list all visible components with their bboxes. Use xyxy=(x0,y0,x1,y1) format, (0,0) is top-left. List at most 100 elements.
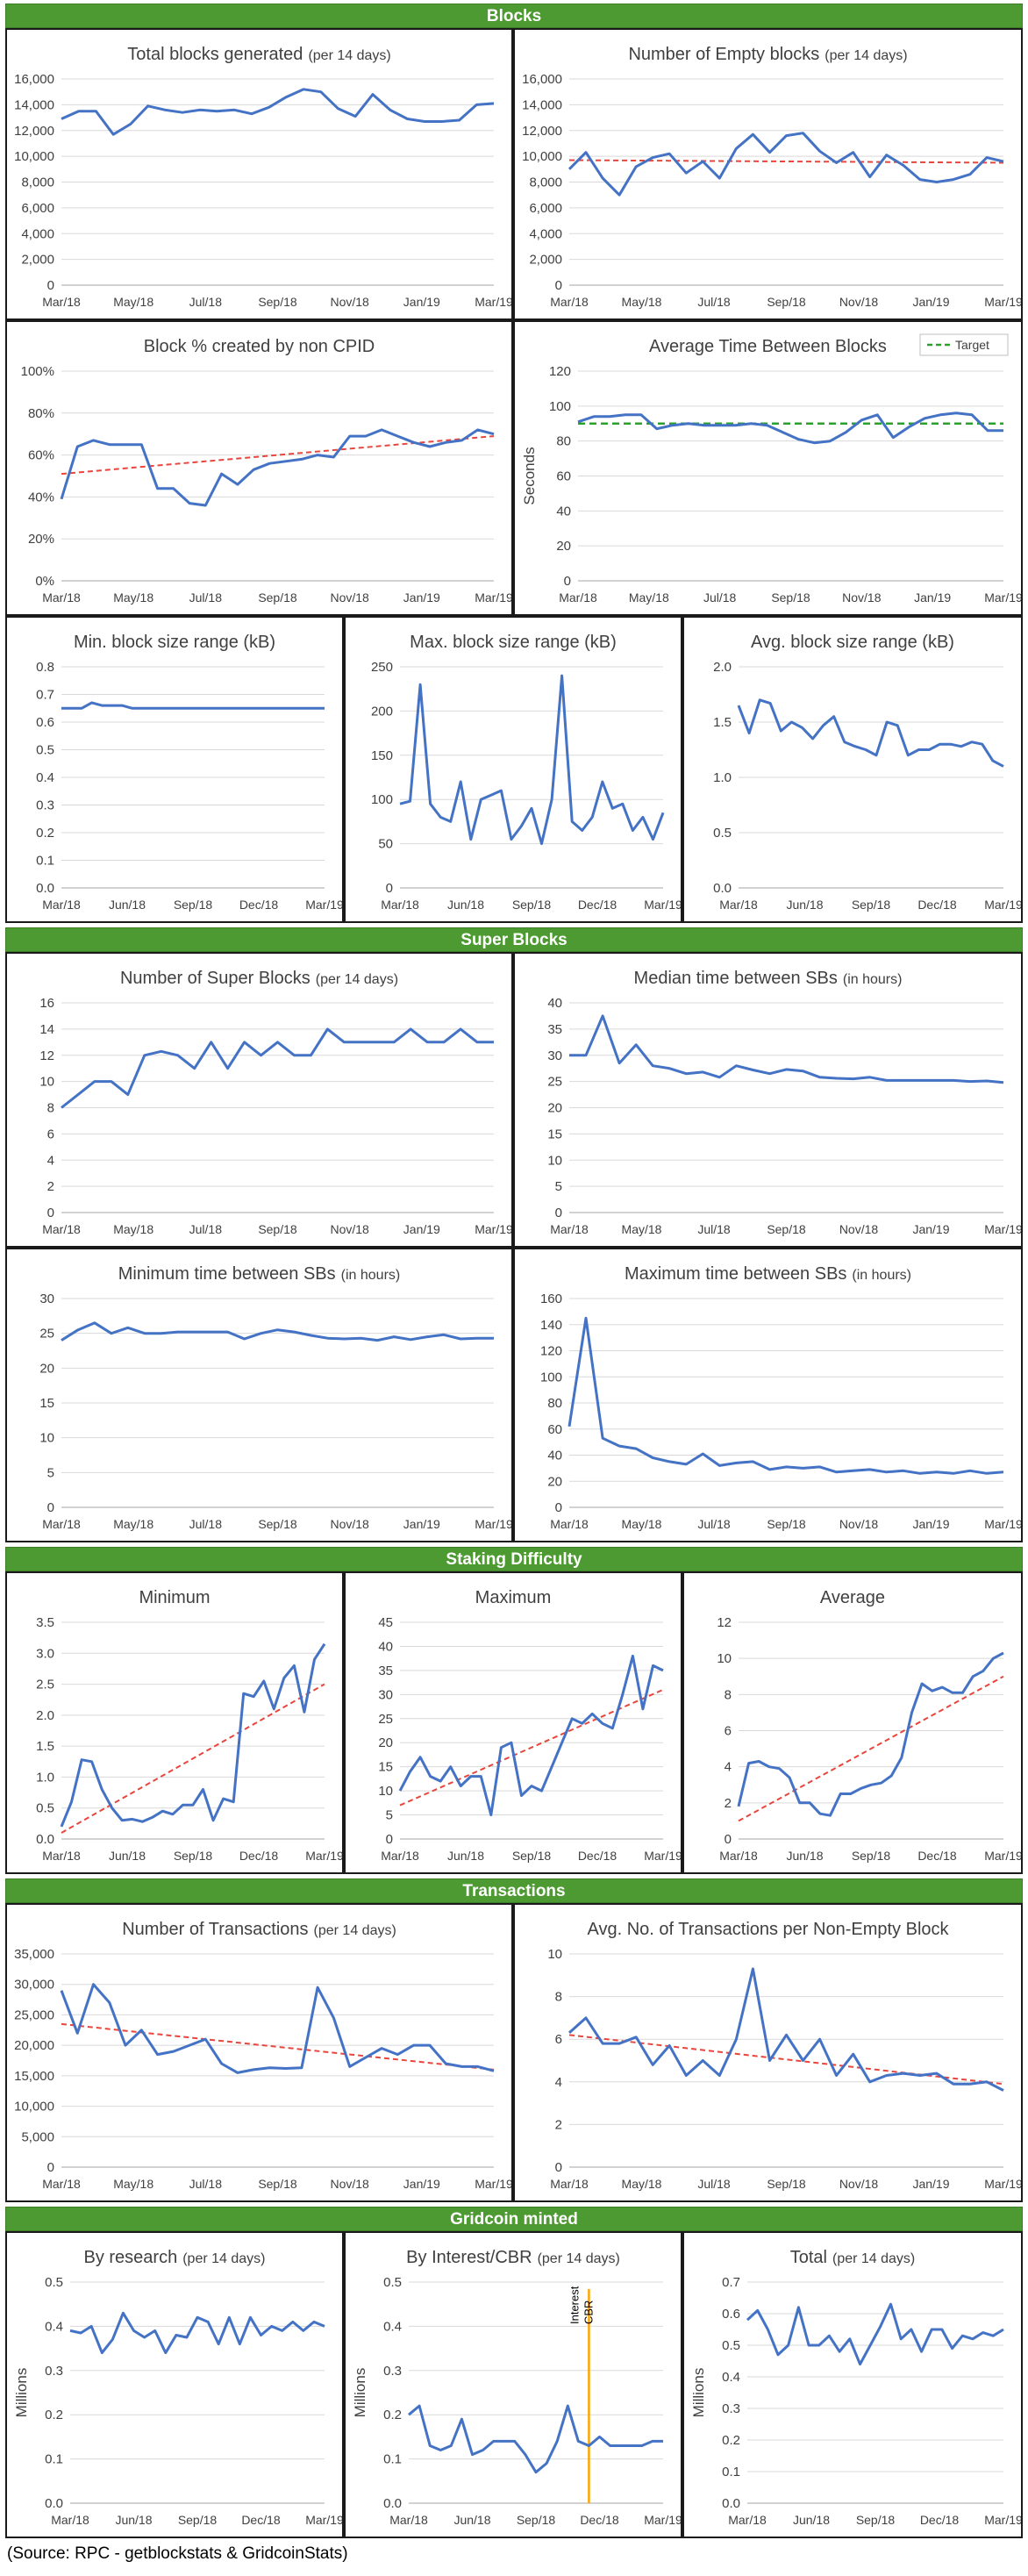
y-tick-label: 40 xyxy=(547,996,562,1011)
y-tick-label: 20 xyxy=(556,539,571,554)
chart-title: Maximum time between SBs (in hours) xyxy=(625,1264,911,1284)
chart-title: Minimum xyxy=(139,1588,210,1607)
trend-line xyxy=(61,1683,325,1834)
chart-subtitle: (per 14 days) xyxy=(314,1923,396,1938)
y-tick-label: 0.1 xyxy=(36,854,54,869)
y-tick-label: 0.4 xyxy=(36,770,54,785)
x-tick-label: Nov/18 xyxy=(842,590,882,605)
y-tick-label: 35,000 xyxy=(14,1947,54,1962)
y-tick-label: 12,000 xyxy=(522,124,562,139)
x-tick-label: Nov/18 xyxy=(839,295,879,309)
x-tick-label: Dec/18 xyxy=(917,898,957,912)
y-tick-label: 0 xyxy=(386,1832,393,1847)
chart-subtitle: (per 14 days) xyxy=(316,972,398,987)
chart-title: By research (per 14 days) xyxy=(84,2248,266,2267)
y-tick-label: 0.7 xyxy=(722,2275,740,2290)
x-tick-label: Sep/18 xyxy=(517,2513,556,2527)
y-tick-label: 0.1 xyxy=(45,2452,63,2467)
x-tick-label: Mar/18 xyxy=(42,898,81,912)
x-tick-label: Sep/18 xyxy=(178,2513,218,2527)
y-tick-label: 0 xyxy=(555,1206,562,1220)
y-tick-label: 4 xyxy=(725,1760,732,1775)
y-tick-label: 8 xyxy=(555,1990,562,2005)
x-tick-label: Mar/19 xyxy=(984,1222,1021,1236)
legend-label: Target xyxy=(955,338,989,352)
y-tick-label: 0.5 xyxy=(722,2338,740,2353)
chart-title: By Interest/CBR (per 14 days) xyxy=(406,2248,620,2267)
y-tick-label: 20 xyxy=(547,1101,562,1116)
x-tick-label: Sep/18 xyxy=(258,2177,297,2191)
y-tick-label: 20 xyxy=(39,1361,54,1376)
chart-svg: Number of Transactions (per 14 days) 0 5,00… xyxy=(14,1920,511,2191)
x-tick-label: Jan/19 xyxy=(912,2177,949,2191)
y-tick-label: 50 xyxy=(378,837,393,852)
x-tick-label: Sep/18 xyxy=(174,898,213,912)
series-line xyxy=(61,88,495,136)
y-tick-label: 200 xyxy=(371,704,393,719)
x-tick-label: Jul/18 xyxy=(189,1222,223,1236)
chart-svg: By Interest/CBR (per 14 days) 0.0 0.1 0.2 0.3… xyxy=(352,2248,681,2527)
y-tick-label: 10 xyxy=(39,1075,54,1090)
section-banner-gridcoin-minted: Gridcoin minted xyxy=(5,2207,1023,2231)
y-tick-label: 0 xyxy=(725,1832,732,1847)
y-tick-label: 100 xyxy=(549,399,571,414)
x-tick-label: Mar/19 xyxy=(984,2513,1021,2527)
y-tick-label: 4,000 xyxy=(529,226,562,241)
x-tick-label: Mar/19 xyxy=(475,1222,511,1236)
x-tick-label: Mar/18 xyxy=(381,1849,419,1863)
y-tick-label: 0.5 xyxy=(383,2275,402,2290)
y-tick-label: 0 xyxy=(386,881,393,896)
y-tick-label: 40 xyxy=(547,1449,562,1463)
y-tick-label: 0.1 xyxy=(383,2452,402,2467)
x-tick-label: Jan/19 xyxy=(403,2177,440,2191)
x-tick-label: Nov/18 xyxy=(839,2177,879,2191)
y-tick-label: 60% xyxy=(28,448,54,463)
y-tick-label: 60 xyxy=(556,469,571,484)
x-tick-label: Jun/18 xyxy=(786,898,823,912)
y-tick-label: 12 xyxy=(717,1615,732,1630)
y-tick-label: 0.4 xyxy=(722,2370,740,2385)
chart-num-sb: Number of Super Blocks (per 14 days) 0 2 4 6 8… xyxy=(5,952,513,1248)
chart-svg: Total (per 14 days) 0.0 0.1 0.2 0.3 0.4 0.5 0.6 0… xyxy=(690,2248,1021,2527)
y-tick-label: 20% xyxy=(28,532,54,547)
y-tick-label: 6,000 xyxy=(21,201,54,216)
y-tick-label: 0.0 xyxy=(45,2496,63,2511)
x-tick-label: Mar/19 xyxy=(305,2513,342,2527)
y-tick-label: 25,000 xyxy=(14,2007,54,2022)
x-tick-label: Jul/18 xyxy=(189,590,223,605)
chart-research: By research (per 14 days) 0.0 0.1 0.2 0.3 0.4 0… xyxy=(5,2231,344,2538)
x-tick-label: Jul/18 xyxy=(697,295,731,309)
y-tick-label: 25 xyxy=(378,1712,393,1727)
x-tick-label: Mar/18 xyxy=(719,1849,758,1863)
chart-title: Avg. block size range (kB) xyxy=(751,633,954,652)
y-tick-label: 20,000 xyxy=(14,2038,54,2053)
y-tick-label: 80% xyxy=(28,406,54,421)
x-tick-label: Jun/18 xyxy=(447,898,484,912)
chart-stake-max: Maximum 0 5 10 15 20 25 30 35 40 45 Mar/18 Jun/18 Sep… xyxy=(344,1571,682,1874)
y-tick-label: 30 xyxy=(39,1292,54,1306)
y-tick-label: 4,000 xyxy=(21,226,54,241)
x-tick-label: Dec/18 xyxy=(917,1849,957,1863)
y-tick-label: 20 xyxy=(547,1474,562,1489)
x-tick-label: Mar/18 xyxy=(381,898,419,912)
x-tick-label: Nov/18 xyxy=(839,1222,879,1236)
y-tick-label: 15 xyxy=(378,1760,393,1775)
chart-subtitle: (per 14 days) xyxy=(825,48,907,63)
x-tick-label: Dec/18 xyxy=(580,2513,619,2527)
y-tick-label: 0 xyxy=(564,574,571,589)
x-tick-label: May/18 xyxy=(622,2177,662,2191)
x-tick-label: May/18 xyxy=(113,590,153,605)
chart-svg: Maximum time between SBs (in hours) 0 20 40 6… xyxy=(540,1264,1021,1531)
y-tick-label: 1.0 xyxy=(713,770,732,785)
y-tick-label: 10 xyxy=(547,1153,562,1168)
x-tick-label: Jun/18 xyxy=(453,2513,490,2527)
x-tick-label: Mar/19 xyxy=(475,2177,511,2191)
chart-subtitle: (in hours) xyxy=(843,972,903,987)
chart-total-minted: Total (per 14 days) 0.0 0.1 0.2 0.3 0.4 0.5 0.6 0… xyxy=(682,2231,1023,2538)
y-tick-label: 5 xyxy=(47,1465,54,1480)
x-tick-label: Mar/19 xyxy=(305,1849,342,1863)
y-tick-label: 20 xyxy=(378,1735,393,1750)
y-tick-label: 40% xyxy=(28,490,54,504)
series-line xyxy=(568,1316,1004,1475)
x-tick-label: Jun/18 xyxy=(109,1849,146,1863)
